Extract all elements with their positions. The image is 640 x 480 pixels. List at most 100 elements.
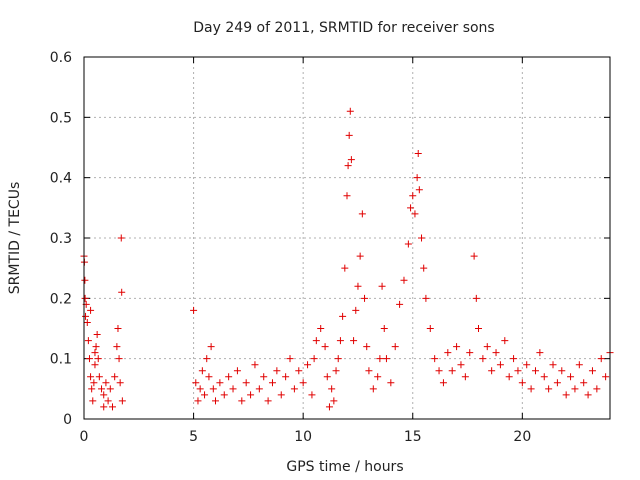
data-point xyxy=(593,385,601,393)
data-point xyxy=(84,337,92,345)
data-point xyxy=(87,306,95,314)
x-tick-label: 15 xyxy=(404,429,422,445)
y-tick-label: 0.1 xyxy=(50,352,72,368)
data-point xyxy=(92,343,100,351)
data-point xyxy=(562,391,570,399)
data-point xyxy=(286,355,294,363)
data-point xyxy=(117,234,125,242)
grid-lines xyxy=(84,57,610,419)
data-point xyxy=(540,373,548,381)
plot-frame xyxy=(83,56,611,420)
data-point xyxy=(411,210,419,218)
data-point xyxy=(90,379,98,387)
data-point xyxy=(492,349,500,357)
data-point xyxy=(81,276,89,284)
x-tick-label: 20 xyxy=(513,429,531,445)
x-tick-label: 10 xyxy=(294,429,312,445)
data-point xyxy=(400,276,408,284)
data-point xyxy=(114,325,122,332)
data-point xyxy=(461,373,469,381)
data-point xyxy=(209,385,217,393)
data-point xyxy=(111,373,119,381)
x-tick-label: 5 xyxy=(189,429,198,445)
data-point xyxy=(332,367,340,375)
data-point xyxy=(531,367,539,375)
data-point xyxy=(457,361,465,369)
data-point xyxy=(567,373,575,381)
data-point xyxy=(347,156,355,164)
data-point xyxy=(488,367,496,375)
data-point xyxy=(205,373,213,381)
data-point xyxy=(470,252,478,260)
data-point xyxy=(391,343,399,351)
data-point xyxy=(225,373,233,381)
data-point xyxy=(190,306,198,314)
data-point xyxy=(91,361,99,369)
data-points xyxy=(80,107,614,411)
data-point xyxy=(602,373,610,381)
data-point xyxy=(323,373,331,381)
data-point xyxy=(295,367,303,375)
data-point xyxy=(334,355,342,363)
data-point xyxy=(238,397,246,405)
data-point xyxy=(82,312,90,320)
data-point xyxy=(113,343,121,351)
data-point xyxy=(87,373,95,381)
data-point xyxy=(308,391,316,399)
data-point xyxy=(198,367,206,375)
data-point xyxy=(558,367,566,375)
data-point xyxy=(575,361,583,369)
data-point xyxy=(444,349,452,357)
data-point xyxy=(310,355,318,363)
data-point xyxy=(229,385,237,393)
data-point xyxy=(571,385,579,393)
y-tick-label: 0.4 xyxy=(50,171,72,187)
data-point xyxy=(268,379,276,387)
data-point xyxy=(376,355,384,363)
data-point xyxy=(527,385,535,393)
data-point xyxy=(317,325,325,332)
data-point xyxy=(312,337,320,345)
data-point xyxy=(330,397,338,405)
data-point xyxy=(358,210,366,218)
data-point xyxy=(414,150,422,158)
data-point xyxy=(346,107,354,115)
data-point xyxy=(81,294,89,302)
data-point xyxy=(93,331,101,339)
data-point xyxy=(479,355,487,363)
data-point xyxy=(505,373,513,381)
data-point xyxy=(350,337,358,345)
data-point xyxy=(344,162,352,170)
chart-title: Day 249 of 2011, SRMTID for receiver son… xyxy=(193,20,494,36)
data-point xyxy=(545,385,553,393)
data-point xyxy=(118,288,126,296)
data-point xyxy=(523,361,531,369)
data-point xyxy=(413,174,421,182)
data-point xyxy=(588,367,596,375)
data-point xyxy=(363,343,371,351)
data-point xyxy=(415,186,423,194)
data-point xyxy=(98,385,106,393)
data-point xyxy=(518,379,526,387)
data-point xyxy=(422,294,430,302)
data-point xyxy=(453,343,461,351)
data-point xyxy=(299,379,307,387)
data-point xyxy=(115,355,123,363)
data-point xyxy=(212,397,219,405)
data-point xyxy=(192,379,200,387)
data-point xyxy=(341,264,349,272)
data-point xyxy=(83,318,91,326)
y-tick-label: 0.2 xyxy=(50,291,72,307)
data-point xyxy=(260,373,268,381)
data-point xyxy=(264,397,272,405)
data-point xyxy=(85,355,93,363)
data-point xyxy=(354,282,362,290)
data-point xyxy=(194,397,202,405)
data-point xyxy=(201,391,209,399)
data-point xyxy=(321,343,329,351)
y-tick-label: 0.5 xyxy=(50,110,72,126)
data-point xyxy=(108,403,116,411)
data-point xyxy=(345,131,353,139)
data-point xyxy=(404,240,412,248)
